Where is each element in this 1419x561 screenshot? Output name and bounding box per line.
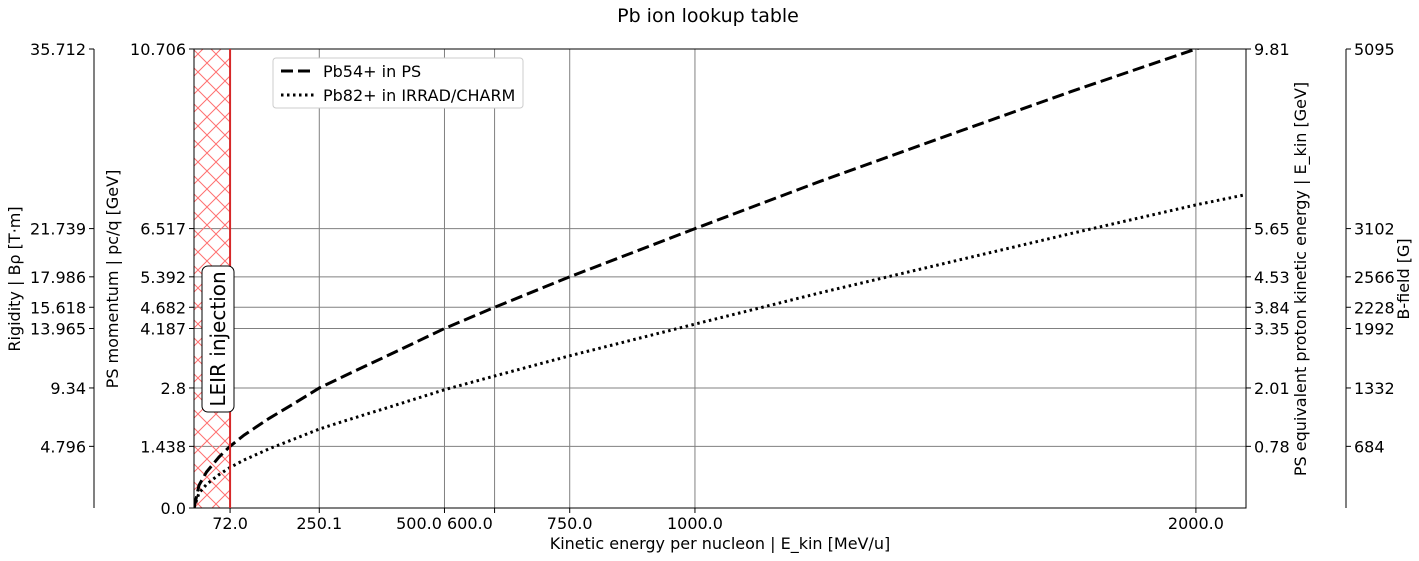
left-main-tick-label: 4.682 bbox=[140, 298, 186, 317]
right-outer-tick-label: 2228 bbox=[1354, 298, 1395, 317]
leir-annotation-box bbox=[201, 265, 235, 413]
right-inner-tick-label: 2.01 bbox=[1254, 379, 1290, 398]
left-outer-tick-label: 9.34 bbox=[50, 379, 86, 398]
left-outer-tick-label: 4.796 bbox=[40, 437, 86, 456]
left-outer-axis-label: Rigidity | Bρ [T·m] bbox=[5, 206, 24, 351]
right-outer-tick-label: 3102 bbox=[1354, 220, 1395, 239]
right-inner-tick-label: 9.81 bbox=[1254, 40, 1290, 59]
left-main-tick-label: 2.8 bbox=[161, 379, 186, 398]
chart-title: Pb ion lookup table bbox=[617, 5, 799, 27]
right-outer-axis-label: B-field [G] bbox=[1394, 238, 1413, 319]
series-layer bbox=[194, 49, 1246, 508]
right-inner-tick-label: 3.84 bbox=[1254, 298, 1290, 317]
right-outer-tick-label: 1332 bbox=[1354, 379, 1395, 398]
x-tick-label: 1000.0 bbox=[667, 514, 723, 533]
left-outer-tick-label: 15.618 bbox=[30, 298, 86, 317]
right-outer-axis: 684 1332 1992 2228 2566 3102 5095 bbox=[1346, 40, 1395, 456]
right-inner-tick-label: 5.65 bbox=[1254, 220, 1290, 239]
x-axis: 72.0 250.1 500.0 600.0 750.0 1000.0 2000.0 bbox=[212, 508, 1224, 533]
right-inner-tick-label: 4.53 bbox=[1254, 268, 1290, 287]
right-inner-axis: 0.78 2.01 3.35 3.84 4.53 5.65 9.81 bbox=[1246, 40, 1290, 456]
plot-frame bbox=[193, 48, 1247, 509]
left-main-tick-label: 4.187 bbox=[140, 319, 186, 338]
x-tick-label: 250.1 bbox=[296, 514, 342, 533]
grid bbox=[194, 48, 1246, 509]
left-main-tick-label: 10.706 bbox=[130, 40, 186, 59]
right-outer-tick-label: 2566 bbox=[1354, 268, 1395, 287]
left-main-tick-label: 1.438 bbox=[140, 437, 186, 456]
right-inner-tick-label: 0.78 bbox=[1254, 437, 1290, 456]
series-line-pb82 bbox=[194, 193, 1246, 508]
left-main-tick-label: 5.392 bbox=[140, 268, 186, 287]
legend-label-pb82: Pb82+ in IRRAD/CHARM bbox=[323, 86, 515, 105]
x-tick-label: 72.0 bbox=[212, 514, 248, 533]
right-outer-tick-label: 5095 bbox=[1354, 40, 1395, 59]
left-main-axis-label: PS momentum | pc/q [GeV] bbox=[103, 170, 122, 389]
left-outer-tick-label: 21.739 bbox=[30, 220, 86, 239]
left-outer-axis: 4.796 9.34 13.965 15.618 17.986 21.739 35.712 bbox=[30, 40, 94, 456]
right-outer-tick-label: 684 bbox=[1354, 437, 1385, 456]
left-outer-tick-label: 17.986 bbox=[30, 268, 86, 287]
right-inner-tick-label: 3.35 bbox=[1254, 319, 1290, 338]
x-tick-label: 500.0 600.0 bbox=[396, 514, 493, 533]
leir-annotation-label: LEIR injection bbox=[206, 271, 230, 406]
x-axis-label: Kinetic energy per nucleon | E_kin [MeV/… bbox=[550, 534, 891, 554]
left-main-axis: 0.0 1.438 2.8 4.187 4.682 5.392 6.517 10.706 bbox=[130, 40, 194, 518]
left-outer-tick-label: 13.965 bbox=[30, 319, 86, 338]
legend: Pb54+ in PS Pb82+ in IRRAD/CHARM bbox=[272, 57, 524, 109]
right-outer-tick-label: 1992 bbox=[1354, 319, 1395, 338]
series-line-pb54 bbox=[194, 49, 1202, 508]
left-outer-tick-label: 35.712 bbox=[30, 40, 86, 59]
legend-frame bbox=[272, 57, 524, 109]
left-main-tick-label: 6.517 bbox=[140, 220, 186, 239]
legend-label-pb54: Pb54+ in PS bbox=[323, 62, 421, 81]
left-main-tick-label: 0.0 bbox=[161, 499, 186, 518]
x-tick-label: 750.0 bbox=[547, 514, 593, 533]
right-inner-axis-label: PS equivalent proton kinetic energy | E_… bbox=[1291, 82, 1311, 476]
x-tick-label: 2000.0 bbox=[1168, 514, 1224, 533]
leir-annotation: LEIR injection bbox=[201, 265, 235, 413]
